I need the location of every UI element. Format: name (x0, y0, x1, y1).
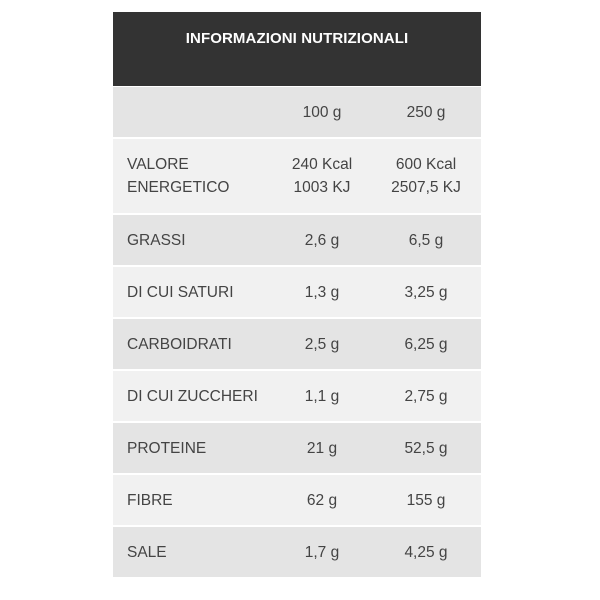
value-250g: 4,25 g (404, 543, 448, 561)
row-label: CARBOIDRATI (127, 335, 232, 353)
table-title: INFORMAZIONI NUTRIZIONALI (113, 12, 481, 86)
value-100g: 1,3 g (304, 283, 340, 301)
value-250g: 600 Kcal 2507,5 KJ (371, 153, 481, 199)
row-label: FIBRE (127, 491, 173, 509)
nutrition-table: INFORMAZIONI NUTRIZIONALI 100 g 250 g VA… (113, 12, 481, 577)
value-100g: 2,6 g (304, 231, 340, 249)
table-row: DI CUI SATURI 1,3 g 3,25 g (113, 267, 481, 317)
row-label: VALORE ENERGETICO (113, 153, 273, 199)
value-100g: 21 g (306, 439, 338, 457)
value-250g: 6,5 g (408, 231, 444, 249)
table-row: CARBOIDRATI 2,5 g 6,25 g (113, 319, 481, 369)
value-250g: 3,25 g (404, 283, 448, 301)
value-100g: 240 Kcal 1003 KJ (273, 153, 371, 199)
value-line: 2507,5 KJ (391, 179, 461, 196)
table-row: DI CUI ZUCCHERI 1,1 g 2,75 g (113, 371, 481, 421)
table-row: FIBRE 62 g 155 g (113, 475, 481, 525)
value-line: 600 Kcal (395, 156, 457, 173)
value-250g: 52,5 g (404, 439, 448, 457)
table-row: GRASSI 2,6 g 6,5 g (113, 215, 481, 265)
table-row: VALORE ENERGETICO 240 Kcal 1003 KJ 600 K… (113, 139, 481, 213)
table-row: PROTEINE 21 g 52,5 g (113, 423, 481, 473)
row-label-line: ENERGETICO (127, 179, 230, 196)
row-label: SALE (127, 543, 167, 561)
value-100g: 62 g (306, 491, 338, 509)
row-label: PROTEINE (127, 439, 207, 457)
table-row: SALE 1,7 g 4,25 g (113, 527, 481, 577)
value-line: 1003 KJ (293, 179, 351, 196)
value-line: 240 Kcal (291, 156, 353, 173)
value-100g: 1,1 g (304, 387, 340, 405)
row-label: DI CUI SATURI (127, 283, 234, 301)
row-label: DI CUI ZUCCHERI (127, 387, 258, 405)
column-header-250g: 250 g (406, 103, 446, 121)
row-label-line: VALORE (127, 156, 189, 173)
value-250g: 155 g (406, 491, 446, 509)
column-header-100g: 100 g (302, 103, 342, 121)
row-label: GRASSI (127, 231, 186, 249)
value-250g: 6,25 g (404, 335, 448, 353)
table-header-row: 100 g 250 g (113, 87, 481, 137)
value-250g: 2,75 g (404, 387, 448, 405)
value-100g: 1,7 g (304, 543, 340, 561)
value-100g: 2,5 g (304, 335, 340, 353)
